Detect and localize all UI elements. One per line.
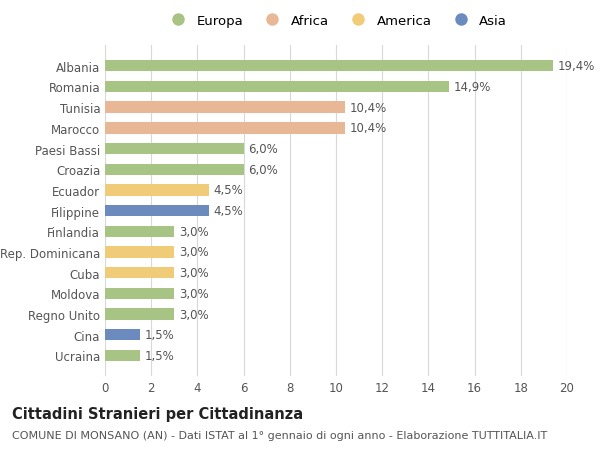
- Text: 3,0%: 3,0%: [179, 246, 209, 259]
- Bar: [105, 123, 345, 134]
- Text: 10,4%: 10,4%: [350, 122, 387, 135]
- Text: 6,0%: 6,0%: [248, 143, 278, 156]
- Text: 19,4%: 19,4%: [558, 60, 595, 73]
- Text: Cittadini Stranieri per Cittadinanza: Cittadini Stranieri per Cittadinanza: [12, 406, 303, 421]
- Bar: [105, 330, 140, 341]
- Bar: [105, 164, 244, 175]
- Bar: [105, 185, 209, 196]
- Text: 3,0%: 3,0%: [179, 267, 209, 280]
- Bar: [105, 144, 244, 155]
- Text: 14,9%: 14,9%: [454, 81, 491, 94]
- Bar: [105, 288, 175, 299]
- Text: 6,0%: 6,0%: [248, 163, 278, 176]
- Text: 4,5%: 4,5%: [214, 184, 244, 197]
- Text: 4,5%: 4,5%: [214, 205, 244, 218]
- Bar: [105, 268, 175, 279]
- Text: 1,5%: 1,5%: [144, 329, 174, 341]
- Bar: [105, 102, 345, 113]
- Bar: [105, 247, 175, 258]
- Legend: Europa, Africa, America, Asia: Europa, Africa, America, Asia: [160, 9, 512, 33]
- Bar: [105, 350, 140, 361]
- Bar: [105, 206, 209, 217]
- Bar: [105, 226, 175, 237]
- Text: 3,0%: 3,0%: [179, 287, 209, 300]
- Bar: [105, 309, 175, 320]
- Bar: [105, 82, 449, 93]
- Text: 1,5%: 1,5%: [144, 349, 174, 362]
- Text: 3,0%: 3,0%: [179, 225, 209, 238]
- Text: 3,0%: 3,0%: [179, 308, 209, 321]
- Text: 10,4%: 10,4%: [350, 101, 387, 114]
- Bar: [105, 61, 553, 72]
- Text: COMUNE DI MONSANO (AN) - Dati ISTAT al 1° gennaio di ogni anno - Elaborazione TU: COMUNE DI MONSANO (AN) - Dati ISTAT al 1…: [12, 431, 547, 441]
